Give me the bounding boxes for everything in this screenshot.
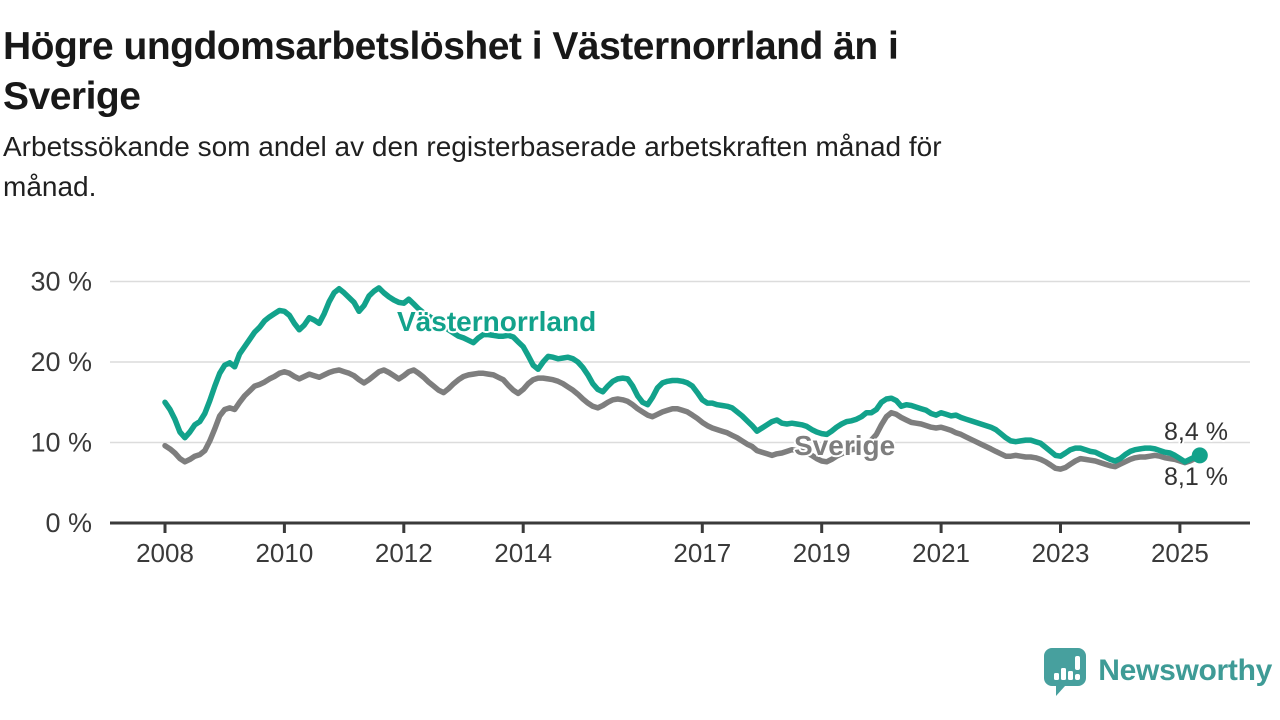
- page-title-line-1: Högre ungdomsarbetslöshet i Västernorrla…: [3, 25, 899, 68]
- x-axis-label: 2019: [793, 538, 851, 568]
- newsworthy-logo: Newsworthy: [1042, 646, 1272, 696]
- x-axis-label: 2025: [1151, 538, 1209, 568]
- series-end-dot: [1191, 447, 1208, 464]
- x-axis-label: 2021: [912, 538, 970, 568]
- x-axis-label: 2010: [255, 538, 313, 568]
- y-axis-label: 0 %: [45, 508, 92, 538]
- newsworthy-wordmark: Newsworthy: [1098, 654, 1272, 687]
- x-axis-label: 2012: [375, 538, 433, 568]
- newsworthy-icon: [1044, 648, 1087, 696]
- x-axis-label: 2014: [494, 538, 552, 568]
- series-label-sverige: Sverige: [794, 430, 896, 461]
- series-line-sverige: [162, 367, 1203, 472]
- series-label-vasternorrland: Västernorrland: [397, 306, 597, 337]
- series-line-västernorrland: [162, 285, 1203, 465]
- y-axis-label: 20 %: [30, 347, 92, 377]
- chart-subtitle-line-2: månad.: [3, 171, 97, 202]
- end-value-sverige: 8,1 %: [1164, 463, 1228, 491]
- chart-subtitle: Arbetssökande som andel av den registerb…: [3, 127, 1223, 207]
- x-axis-label: 2017: [673, 538, 731, 568]
- end-value-vasternorrland: 8,4 %: [1164, 418, 1228, 446]
- y-axis-label: 30 %: [30, 267, 92, 297]
- x-axis-label: 2023: [1032, 538, 1090, 568]
- page-title: Högre ungdomsarbetslöshet i Västernorrla…: [3, 22, 1203, 122]
- x-axis-label: 2008: [136, 538, 194, 568]
- chart-subtitle-line-1: Arbetssökande som andel av den registerb…: [3, 131, 942, 162]
- page-title-line-2: Sverige: [3, 75, 141, 118]
- y-axis-label: 10 %: [30, 428, 92, 458]
